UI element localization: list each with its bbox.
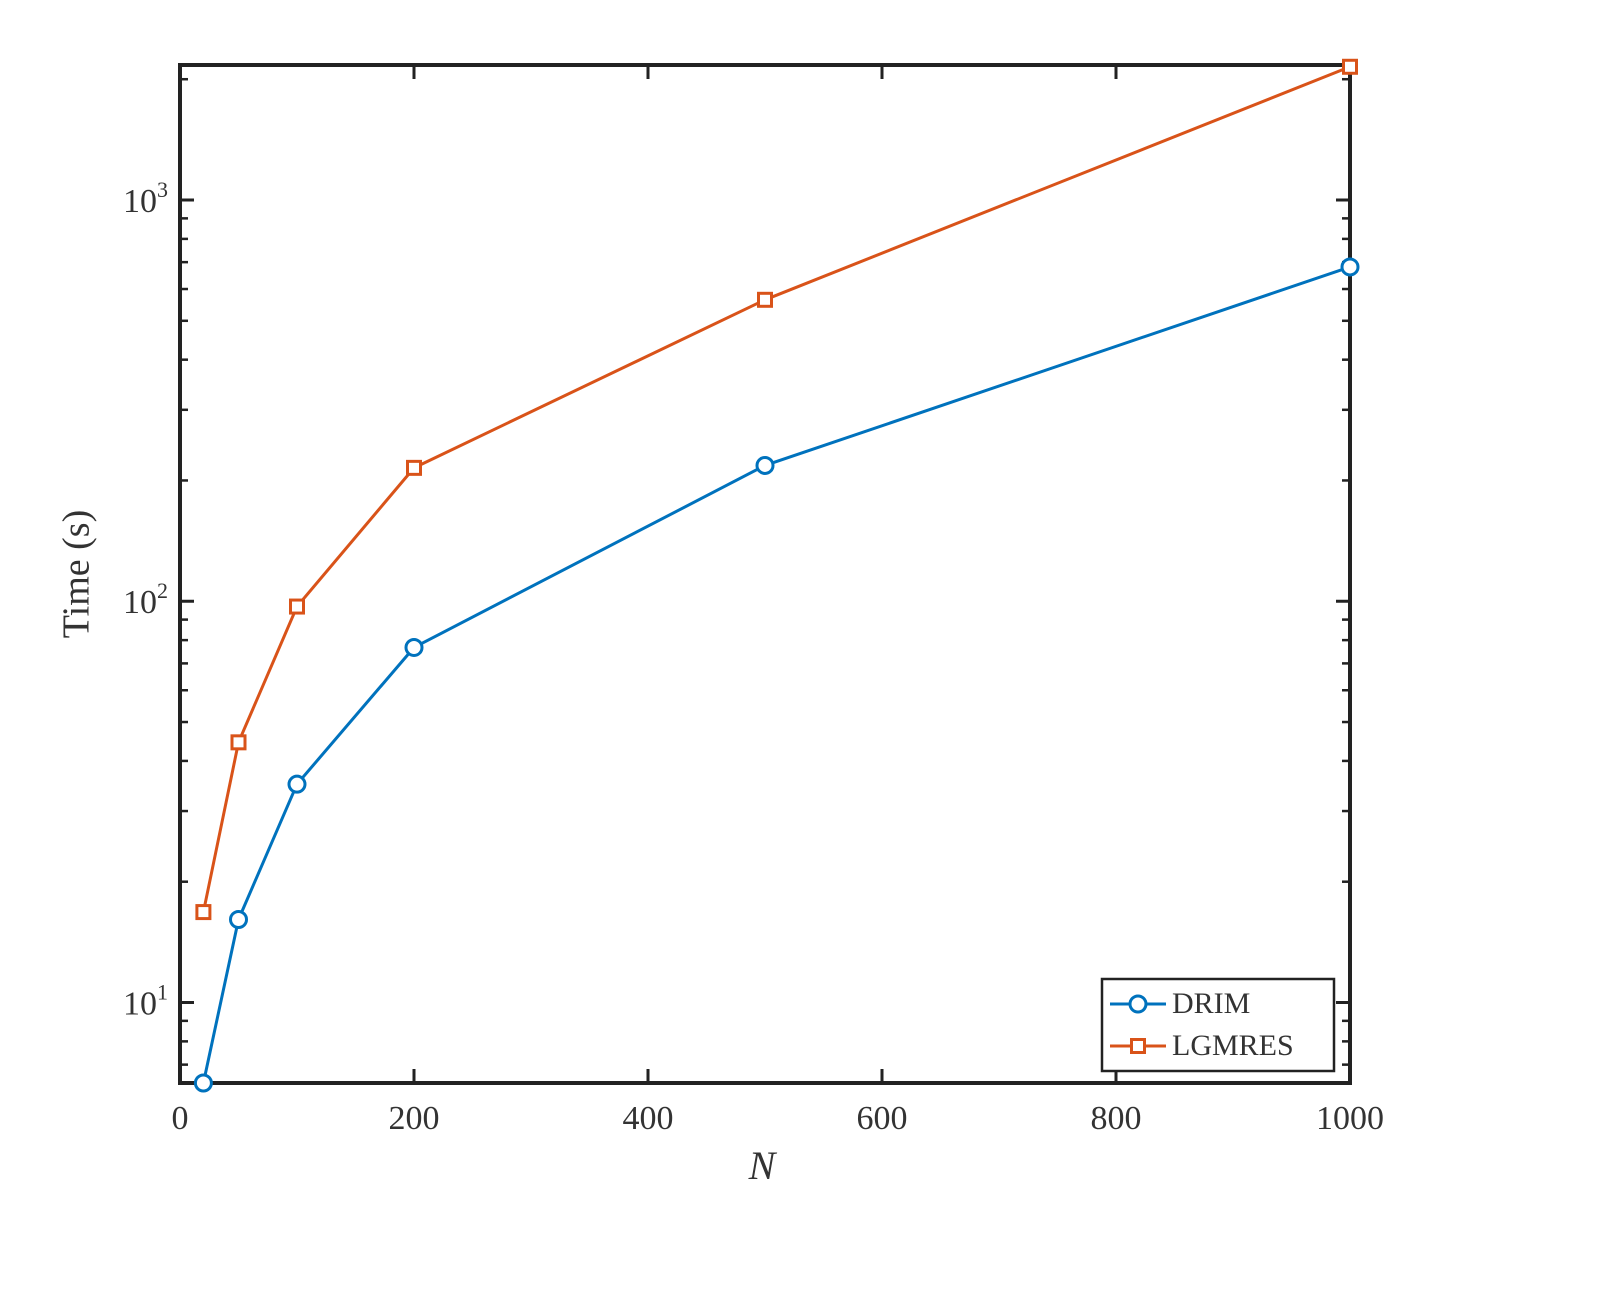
plot-frame <box>178 63 1352 1085</box>
marker <box>755 455 775 475</box>
marker <box>1340 257 1360 277</box>
legend-label: DRIM <box>1172 987 1250 1020</box>
marker <box>406 459 422 476</box>
y-axis-label: Time (s) <box>56 510 98 638</box>
x-tick-label: 200 <box>389 1100 440 1137</box>
legend: DRIM LGMRES <box>1100 977 1336 1073</box>
marker <box>229 909 248 929</box>
legend-marker <box>1128 994 1148 1014</box>
marker <box>195 904 212 921</box>
marker <box>193 1073 213 1093</box>
marker <box>289 598 305 615</box>
x-tick-label: 600 <box>857 1100 908 1137</box>
y-tick-label: 101 <box>123 980 168 1023</box>
series-line <box>201 65 1351 913</box>
marker <box>404 637 424 657</box>
legend-label: LGMRES <box>1172 1029 1294 1062</box>
series <box>193 257 1360 1093</box>
x-tick-label: 0 <box>172 1100 189 1137</box>
marker <box>287 774 307 794</box>
series-line <box>201 265 1351 1084</box>
x-tick-label: 400 <box>623 1100 674 1137</box>
legend-box <box>1100 977 1336 1073</box>
marker <box>230 734 247 751</box>
y-tick-label: 103 <box>123 177 168 220</box>
series <box>195 58 1358 921</box>
x-axis-label: N <box>748 1143 778 1188</box>
marker <box>757 291 773 308</box>
legend-marker <box>1130 1038 1146 1054</box>
marker <box>1342 58 1358 75</box>
y-tick-label: 102 <box>123 578 168 621</box>
x-tick-label: 1000 <box>1316 1100 1384 1137</box>
x-tick-label: 800 <box>1091 1100 1142 1137</box>
